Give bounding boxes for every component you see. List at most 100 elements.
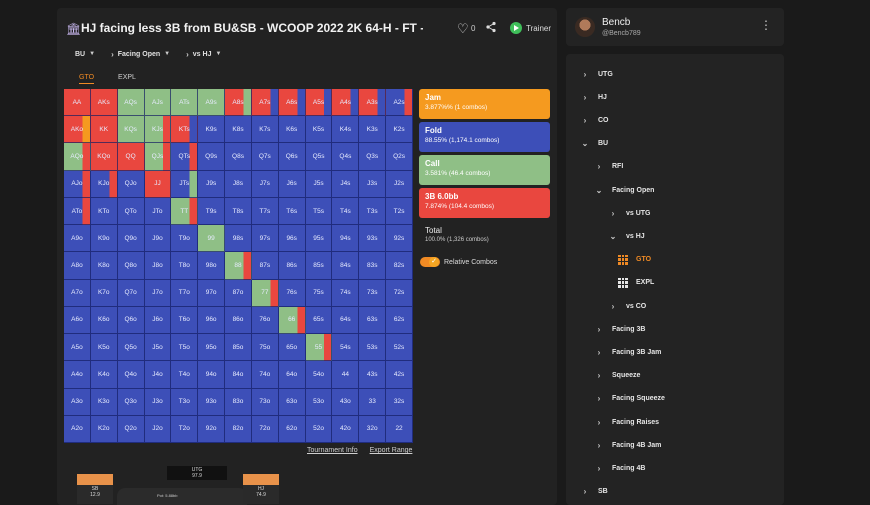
- hand-cell-T6s[interactable]: T6s: [278, 197, 306, 226]
- hand-cell-62o[interactable]: 62o: [278, 415, 306, 443]
- hand-cell-K2s[interactable]: K2s: [386, 116, 413, 144]
- hand-cell-66[interactable]: 66: [278, 306, 306, 335]
- legend-call[interactable]: Call 3.581% (46.4 combos): [419, 155, 550, 185]
- hand-cell-A5o[interactable]: A5o: [64, 334, 91, 362]
- hand-cell-A5s[interactable]: A5s: [305, 89, 333, 117]
- hand-cell-JTo[interactable]: JTo: [144, 197, 172, 226]
- hand-cell-A6o[interactable]: A6o: [64, 306, 91, 335]
- hand-cell-A4s[interactable]: A4s: [332, 89, 360, 117]
- hand-cell-K7o[interactable]: K7o: [90, 279, 118, 307]
- tree-item-gto[interactable]: GTO: [618, 254, 651, 266]
- hand-cell-T7s[interactable]: T7s: [251, 197, 279, 226]
- hand-cell-T2o[interactable]: T2o: [171, 415, 199, 443]
- tree-item-facing-squeeze[interactable]: › Facing Squeeze: [594, 393, 665, 405]
- hand-cell-94s[interactable]: 94s: [332, 225, 360, 253]
- hand-cell-Q4s[interactable]: Q4s: [332, 143, 360, 171]
- filter-position[interactable]: BU ▼: [75, 50, 96, 58]
- hand-cell-A4o[interactable]: A4o: [64, 361, 91, 389]
- hand-cell-J6o[interactable]: J6o: [144, 306, 172, 335]
- hand-cell-J7s[interactable]: J7s: [251, 170, 279, 198]
- hand-cell-97o[interactable]: 97o: [198, 279, 226, 307]
- hand-cell-73s[interactable]: 73s: [359, 279, 387, 307]
- hand-cell-63s[interactable]: 63s: [359, 306, 387, 335]
- hand-cell-T5o[interactable]: T5o: [171, 334, 199, 362]
- hand-cell-JTs[interactable]: JTs: [171, 170, 199, 198]
- hand-cell-T9s[interactable]: T9s: [198, 197, 226, 226]
- hand-cell-Q2o[interactable]: Q2o: [117, 415, 145, 443]
- hand-cell-22[interactable]: 22: [386, 415, 413, 443]
- hand-cell-83o[interactable]: 83o: [225, 388, 252, 416]
- tree-item-vs-co[interactable]: › vs CO: [608, 300, 647, 312]
- hand-cell-QTs[interactable]: QTs: [171, 143, 199, 171]
- tree-item-utg[interactable]: › UTG: [580, 68, 613, 80]
- toggle-switch[interactable]: [420, 257, 440, 267]
- hand-cell-96s[interactable]: 96s: [278, 225, 306, 253]
- hand-cell-64s[interactable]: 64s: [332, 306, 360, 335]
- tree-item-rfi[interactable]: › RFI: [594, 161, 624, 173]
- hand-cell-43o[interactable]: 43o: [332, 388, 360, 416]
- hand-cell-K4o[interactable]: K4o: [90, 361, 118, 389]
- tree-item-facing-4b-jam[interactable]: › Facing 4B Jam: [594, 439, 662, 451]
- hand-cell-82s[interactable]: 82s: [386, 252, 413, 280]
- hand-cell-54s[interactable]: 54s: [332, 334, 360, 362]
- hand-cell-K7s[interactable]: K7s: [251, 116, 279, 144]
- hand-cell-J4o[interactable]: J4o: [144, 361, 172, 389]
- hand-cell-85s[interactable]: 85s: [305, 252, 333, 280]
- hand-cell-98s[interactable]: 98s: [225, 225, 252, 253]
- hand-cell-QJo[interactable]: QJo: [117, 170, 145, 198]
- hand-cell-J8o[interactable]: J8o: [144, 252, 172, 280]
- tree-item-bu[interactable]: ⌄ BU: [580, 138, 608, 150]
- hand-cell-63o[interactable]: 63o: [278, 388, 306, 416]
- hand-cell-43s[interactable]: 43s: [359, 361, 387, 389]
- hand-cell-T5s[interactable]: T5s: [305, 197, 333, 226]
- hand-cell-AJs[interactable]: AJs: [144, 89, 172, 117]
- tournament-info-link[interactable]: Tournament Info: [307, 447, 358, 454]
- hand-cell-Q6o[interactable]: Q6o: [117, 306, 145, 335]
- hand-cell-KK[interactable]: KK: [90, 116, 118, 144]
- hand-cell-QQ[interactable]: QQ: [117, 143, 145, 171]
- hand-cell-53s[interactable]: 53s: [359, 334, 387, 362]
- hand-cell-ATo[interactable]: ATo: [64, 197, 91, 226]
- hand-cell-JJ[interactable]: JJ: [144, 170, 172, 198]
- hand-cell-A2s[interactable]: A2s: [386, 89, 413, 117]
- hand-cell-KTo[interactable]: KTo: [90, 197, 118, 226]
- hand-cell-54o[interactable]: 54o: [305, 361, 333, 389]
- hand-cell-75s[interactable]: 75s: [305, 279, 333, 307]
- hand-cell-J7o[interactable]: J7o: [144, 279, 172, 307]
- hand-cell-84o[interactable]: 84o: [225, 361, 252, 389]
- hand-cell-J5s[interactable]: J5s: [305, 170, 333, 198]
- hand-cell-Q3s[interactable]: Q3s: [359, 143, 387, 171]
- hand-cell-A2o[interactable]: A2o: [64, 415, 91, 443]
- tree-item-sb[interactable]: › SB: [580, 486, 608, 498]
- hand-cell-J8s[interactable]: J8s: [225, 170, 252, 198]
- hand-cell-J2s[interactable]: J2s: [386, 170, 413, 198]
- relative-combos-toggle[interactable]: Relative Combos: [420, 257, 497, 267]
- hand-cell-J3s[interactable]: J3s: [359, 170, 387, 198]
- hand-cell-A8o[interactable]: A8o: [64, 252, 91, 280]
- hand-cell-A9s[interactable]: A9s: [198, 89, 226, 117]
- hand-cell-K9o[interactable]: K9o: [90, 225, 118, 253]
- hand-cell-J2o[interactable]: J2o: [144, 415, 172, 443]
- hand-cell-73o[interactable]: 73o: [251, 388, 279, 416]
- hand-cell-62s[interactable]: 62s: [386, 306, 413, 335]
- hand-cell-Q3o[interactable]: Q3o: [117, 388, 145, 416]
- hand-cell-44[interactable]: 44: [332, 361, 360, 389]
- legend-jam[interactable]: Jam 3.877%% (1 combos): [419, 89, 550, 119]
- hand-cell-84s[interactable]: 84s: [332, 252, 360, 280]
- hand-cell-T4o[interactable]: T4o: [171, 361, 199, 389]
- hand-cell-J4s[interactable]: J4s: [332, 170, 360, 198]
- hand-cell-92s[interactable]: 92s: [386, 225, 413, 253]
- more-options-icon[interactable]: ⋮: [760, 18, 772, 32]
- hand-cell-K2o[interactable]: K2o: [90, 415, 118, 443]
- hand-cell-J3o[interactable]: J3o: [144, 388, 172, 416]
- hand-cell-KQs[interactable]: KQs: [117, 116, 145, 144]
- tree-item-squeeze[interactable]: › Squeeze: [594, 370, 641, 382]
- hand-cell-Q4o[interactable]: Q4o: [117, 361, 145, 389]
- hand-cell-QTo[interactable]: QTo: [117, 197, 145, 226]
- hand-cell-74s[interactable]: 74s: [332, 279, 360, 307]
- hand-cell-93o[interactable]: 93o: [198, 388, 226, 416]
- hand-cell-T3s[interactable]: T3s: [359, 197, 387, 226]
- hand-cell-94o[interactable]: 94o: [198, 361, 226, 389]
- hand-cell-K6o[interactable]: K6o: [90, 306, 118, 335]
- hand-cell-K8o[interactable]: K8o: [90, 252, 118, 280]
